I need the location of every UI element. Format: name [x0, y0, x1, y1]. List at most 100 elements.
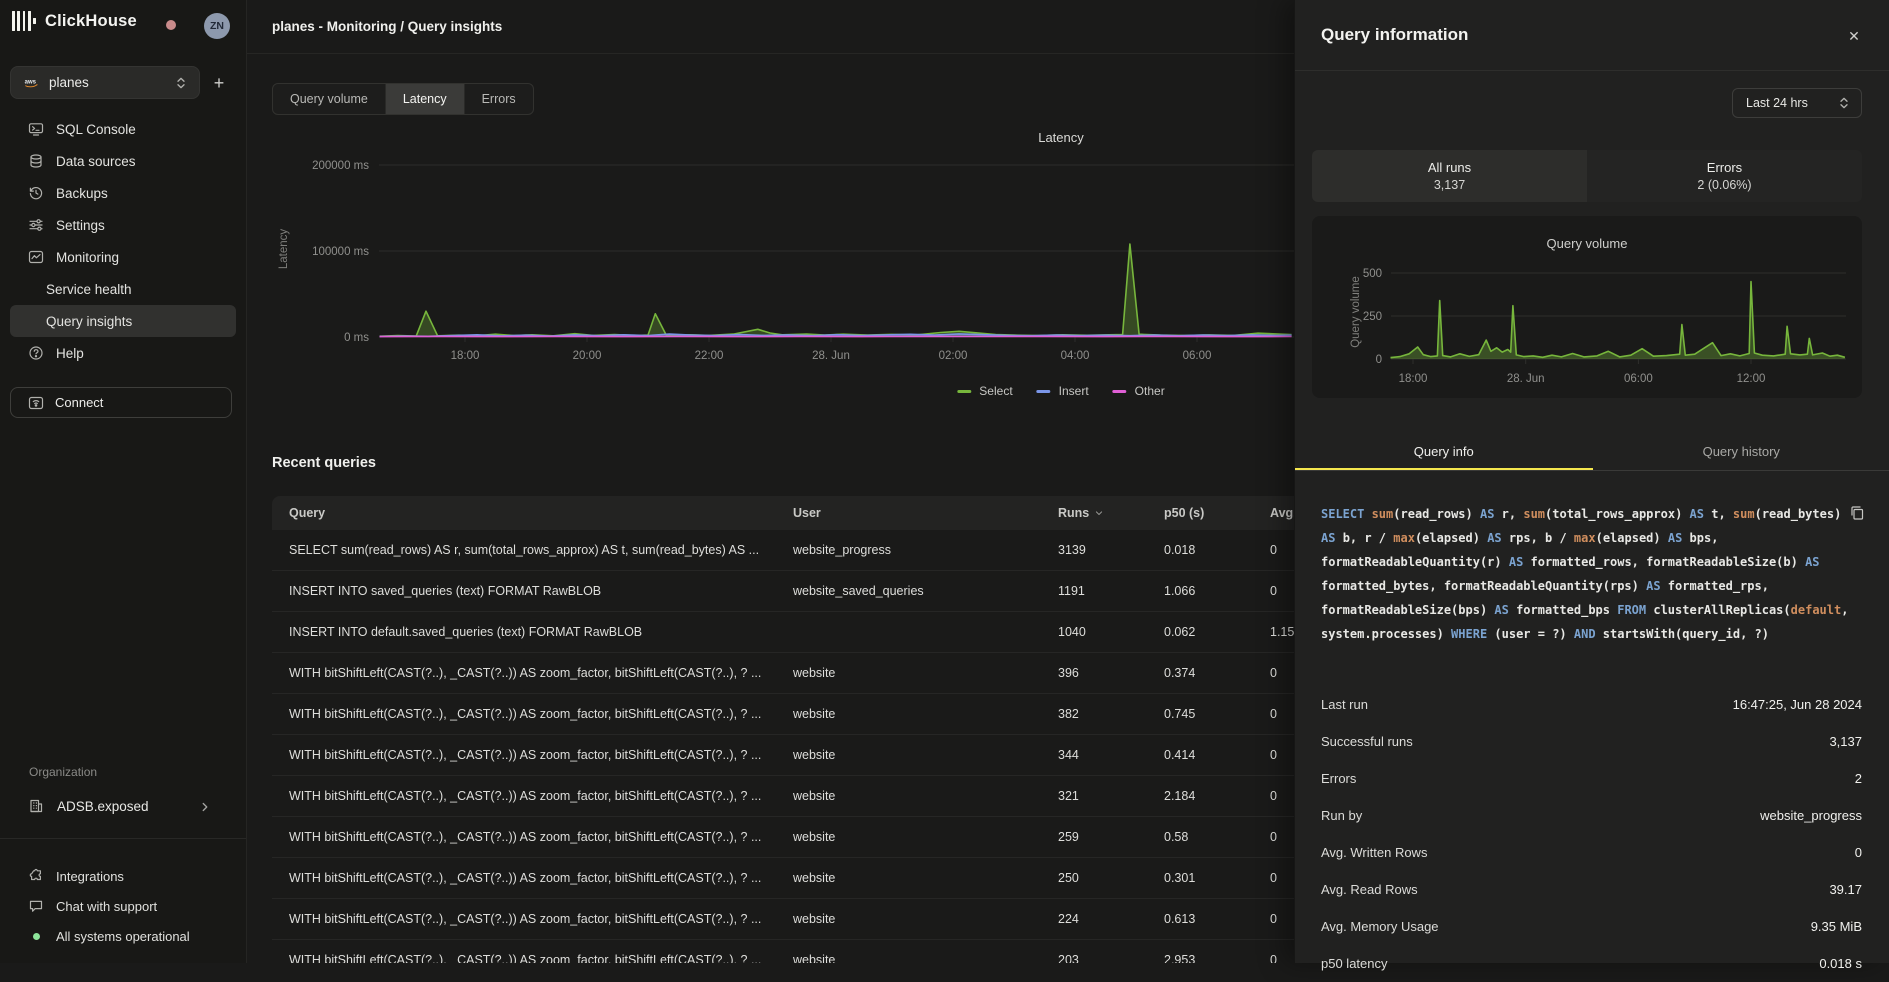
table-row[interactable]: WITH bitShiftLeft(CAST(?..), _CAST(?..))…: [272, 653, 1294, 694]
avatar[interactable]: ZN: [204, 13, 230, 39]
aws-icon: aws: [24, 75, 40, 91]
table-row[interactable]: SELECT sum(read_rows) AS r, sum(total_ro…: [272, 530, 1294, 571]
close-icon[interactable]: ✕: [1845, 27, 1863, 45]
chevron-right-icon: [198, 799, 212, 813]
table-row[interactable]: INSERT INTO saved_queries (text) FORMAT …: [272, 571, 1294, 612]
query-cell: WITH bitShiftLeft(CAST(?..), _CAST(?..))…: [272, 653, 793, 694]
user-cell: website: [793, 653, 1058, 694]
user-cell: website: [793, 735, 1058, 776]
runs-cell: 250: [1058, 858, 1164, 899]
run-tab-count: 2 (0.06%): [1697, 178, 1751, 192]
tab-query-volume[interactable]: Query volume: [273, 84, 386, 114]
stat-label: Run by: [1321, 808, 1362, 823]
connect-button[interactable]: Connect: [10, 387, 232, 418]
stat-row-avg-written-rows: Avg. Written Rows0: [1295, 834, 1889, 871]
column-header-avg-written-rows[interactable]: Avg. Written Rows: [1270, 496, 1294, 530]
query-sql-code: SELECT sum(read_rows) AS r, sum(total_ro…: [1321, 502, 1851, 646]
code-line: formatted_bytes, formatReadableQuantity(…: [1321, 574, 1851, 598]
sidebar-item-help[interactable]: Help: [0, 337, 246, 369]
table-row[interactable]: INSERT INTO default.saved_queries (text)…: [272, 612, 1294, 653]
copy-icon[interactable]: [1849, 505, 1865, 521]
stat-value: 16:47:25, Jun 28 2024: [1733, 697, 1862, 712]
p50-cell: 0.301: [1164, 858, 1270, 899]
sidebar-item-sql-console[interactable]: SQL Console: [0, 113, 246, 145]
legend-item-other[interactable]: Other: [1113, 384, 1165, 398]
page-title: planes - Monitoring / Query insights: [272, 19, 502, 34]
chevron-updown-icon: [1836, 95, 1852, 111]
column-header-runs[interactable]: Runs: [1058, 496, 1164, 530]
table-row[interactable]: WITH bitShiftLeft(CAST(?..), _CAST(?..))…: [272, 858, 1294, 899]
run-tab-label: All runs: [1428, 160, 1471, 175]
tab-query-history[interactable]: Query history: [1593, 434, 1889, 470]
query-cell: WITH bitShiftLeft(CAST(?..), _CAST(?..))…: [272, 858, 793, 899]
svg-text:28. Jun: 28. Jun: [812, 350, 850, 362]
table-row[interactable]: WITH bitShiftLeft(CAST(?..), _CAST(?..))…: [272, 735, 1294, 776]
sidebar-item-label: Service health: [46, 282, 132, 297]
legend-item-select[interactable]: Select: [957, 384, 1012, 398]
sidebar-item-query-insights[interactable]: Query insights: [10, 305, 236, 337]
table-row[interactable]: WITH bitShiftLeft(CAST(?..), _CAST(?..))…: [272, 940, 1294, 964]
tab-query-info[interactable]: Query info: [1295, 434, 1593, 470]
tab-latency[interactable]: Latency: [386, 84, 465, 114]
sidebar-item-monitoring[interactable]: Monitoring: [0, 241, 246, 273]
query-cell: SELECT sum(read_rows) AS r, sum(total_ro…: [272, 530, 793, 571]
sidebar-item-backups[interactable]: Backups: [0, 177, 246, 209]
time-range-select[interactable]: Last 24 hrs: [1732, 88, 1862, 118]
stat-value: 39.17: [1829, 882, 1862, 897]
code-line: SELECT sum(read_rows) AS r, sum(total_ro…: [1321, 502, 1851, 526]
organization-label: Organization: [29, 765, 97, 779]
p50-cell: 0.745: [1164, 694, 1270, 735]
stat-value: 3,137: [1829, 734, 1862, 749]
column-header-query[interactable]: Query: [272, 496, 793, 530]
column-header-p50-s[interactable]: p50 (s): [1164, 496, 1270, 530]
runs-cell: 3139: [1058, 530, 1164, 571]
service-selector[interactable]: aws planes: [10, 66, 200, 99]
table-row[interactable]: WITH bitShiftLeft(CAST(?..), _CAST(?..))…: [272, 899, 1294, 940]
query-cell: WITH bitShiftLeft(CAST(?..), _CAST(?..))…: [272, 694, 793, 735]
organization-switcher[interactable]: ADSB.exposed: [0, 792, 246, 820]
sidebar-item-service-health[interactable]: Service health: [0, 273, 246, 305]
query-cell: WITH bitShiftLeft(CAST(?..), _CAST(?..))…: [272, 899, 793, 940]
stat-row-errors: Errors2: [1295, 760, 1889, 797]
sql-console-icon: [28, 121, 44, 137]
stat-value: 0: [1855, 845, 1862, 860]
runs-cell: 224: [1058, 899, 1164, 940]
monitoring-icon: [28, 249, 44, 265]
legend-item-insert[interactable]: Insert: [1037, 384, 1089, 398]
p50-cell: 2.953: [1164, 940, 1270, 964]
svg-text:12:00: 12:00: [1737, 373, 1766, 385]
sidebar-footer-all-systems-operational[interactable]: All systems operational: [0, 921, 246, 951]
run-tab-errors[interactable]: Errors2 (0.06%): [1587, 150, 1862, 202]
stat-row-run-by: Run bywebsite_progress: [1295, 797, 1889, 834]
user-cell: website_progress: [793, 530, 1058, 571]
brand-row[interactable]: ClickHouse: [12, 11, 137, 31]
sidebar-footer-integrations[interactable]: Integrations: [0, 861, 246, 891]
backups-icon: [28, 185, 44, 201]
svg-text:04:00: 04:00: [1061, 350, 1090, 362]
user-cell: website: [793, 858, 1058, 899]
latency-chart-title: Latency: [1038, 130, 1084, 145]
query-cell: INSERT INTO saved_queries (text) FORMAT …: [272, 571, 793, 612]
runs-cell: 382: [1058, 694, 1164, 735]
tab-errors[interactable]: Errors: [465, 84, 533, 114]
stat-label: Errors: [1321, 771, 1356, 786]
sidebar-item-data-sources[interactable]: Data sources: [0, 145, 246, 177]
avg-cell: 0: [1270, 735, 1294, 776]
sidebar-item-settings[interactable]: Settings: [0, 209, 246, 241]
query-stats: Last run16:47:25, Jun 28 2024Successful …: [1295, 686, 1889, 982]
help-icon: [28, 345, 44, 361]
svg-text:06:00: 06:00: [1624, 373, 1653, 385]
column-header-user[interactable]: User: [793, 496, 1058, 530]
table-row[interactable]: WITH bitShiftLeft(CAST(?..), _CAST(?..))…: [272, 776, 1294, 817]
latency-y-axis-label: Latency: [278, 229, 290, 269]
table-row[interactable]: WITH bitShiftLeft(CAST(?..), _CAST(?..))…: [272, 694, 1294, 735]
sort-chevron-icon: [1093, 507, 1105, 519]
code-line: formatReadableSize(bps) AS formatted_bps…: [1321, 598, 1851, 622]
query-cell: WITH bitShiftLeft(CAST(?..), _CAST(?..))…: [272, 940, 793, 964]
run-tab-all-runs[interactable]: All runs3,137: [1312, 150, 1587, 202]
add-service-button[interactable]: +: [206, 70, 232, 96]
sidebar-item-label: Query insights: [46, 314, 132, 329]
table-row[interactable]: WITH bitShiftLeft(CAST(?..), _CAST(?..))…: [272, 817, 1294, 858]
svg-text:28. Jun: 28. Jun: [1507, 373, 1545, 385]
sidebar-footer-chat-with-support[interactable]: Chat with support: [0, 891, 246, 921]
